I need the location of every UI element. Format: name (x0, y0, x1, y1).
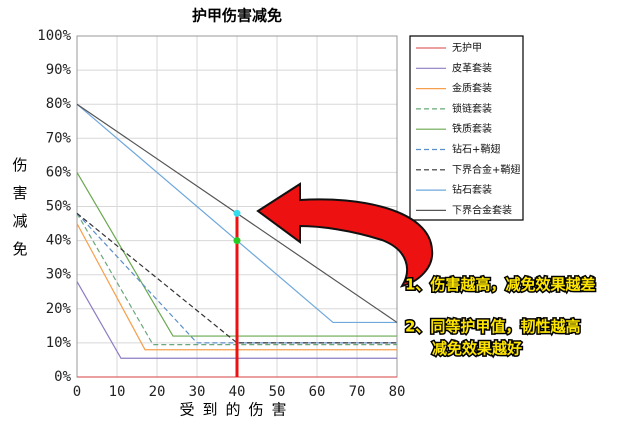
y-tick-label: 100% (37, 28, 71, 44)
legend-label: 钻石+鞘翅 (452, 143, 500, 156)
x-tick-label: 70 (349, 384, 366, 400)
series-line (76, 281, 397, 359)
y-tick-label: 10% (46, 335, 72, 351)
y-tick-label: 80% (46, 96, 72, 112)
series-line (76, 103, 397, 324)
legend-box (409, 35, 524, 221)
x-tick-label: 50 (269, 384, 286, 400)
x-tick-label: 30 (189, 384, 206, 400)
legend-label: 无护甲 (452, 41, 482, 54)
y-tick-label: 40% (46, 233, 72, 249)
legend-label: 金质套装 (452, 82, 492, 95)
legend-label: 下界合金+鞘翅 (452, 163, 520, 176)
y-tick-label: 0% (54, 369, 71, 385)
x-axis-label: 受到的伤害 (179, 401, 294, 419)
y-tick-label: 50% (46, 199, 72, 215)
y-tick-label: 30% (46, 267, 72, 283)
highlight-point (233, 209, 241, 217)
series-line (76, 172, 397, 337)
x-tick-label: 20 (149, 384, 166, 400)
series-line (76, 223, 397, 351)
legend-label: 皮革套装 (452, 61, 492, 74)
x-tick-label: 40 (229, 384, 246, 400)
y-tick-label: 90% (46, 62, 72, 78)
x-tick-label: 80 (389, 384, 406, 400)
legend-label: 下界合金套装 (452, 203, 512, 216)
chart-title: 护甲伤害减免 (192, 7, 282, 25)
y-axis-label: 伤害减免 (12, 156, 27, 258)
series-line (76, 212, 397, 344)
series-line (76, 213, 397, 346)
y-tick-label: 20% (46, 301, 72, 317)
legend-label: 钻石套装 (452, 183, 492, 196)
x-tick-label: 10 (109, 384, 126, 400)
x-tick-label: 60 (309, 384, 326, 400)
annotation: 1、伤害越高，减免效果越差 (405, 276, 595, 294)
y-tick-label: 60% (46, 164, 72, 180)
legend-label: 锁链套装 (452, 102, 492, 115)
arrow (256, 182, 434, 288)
x-tick-label: 0 (73, 384, 81, 400)
series-line (76, 212, 397, 344)
highlight-point (233, 237, 241, 245)
y-tick-label: 70% (46, 130, 72, 146)
annotation: 2、同等护甲值，韧性越高 (405, 318, 580, 336)
annotation: 减免效果越好 (432, 340, 522, 358)
legend-label: 铁质套装 (452, 122, 492, 135)
